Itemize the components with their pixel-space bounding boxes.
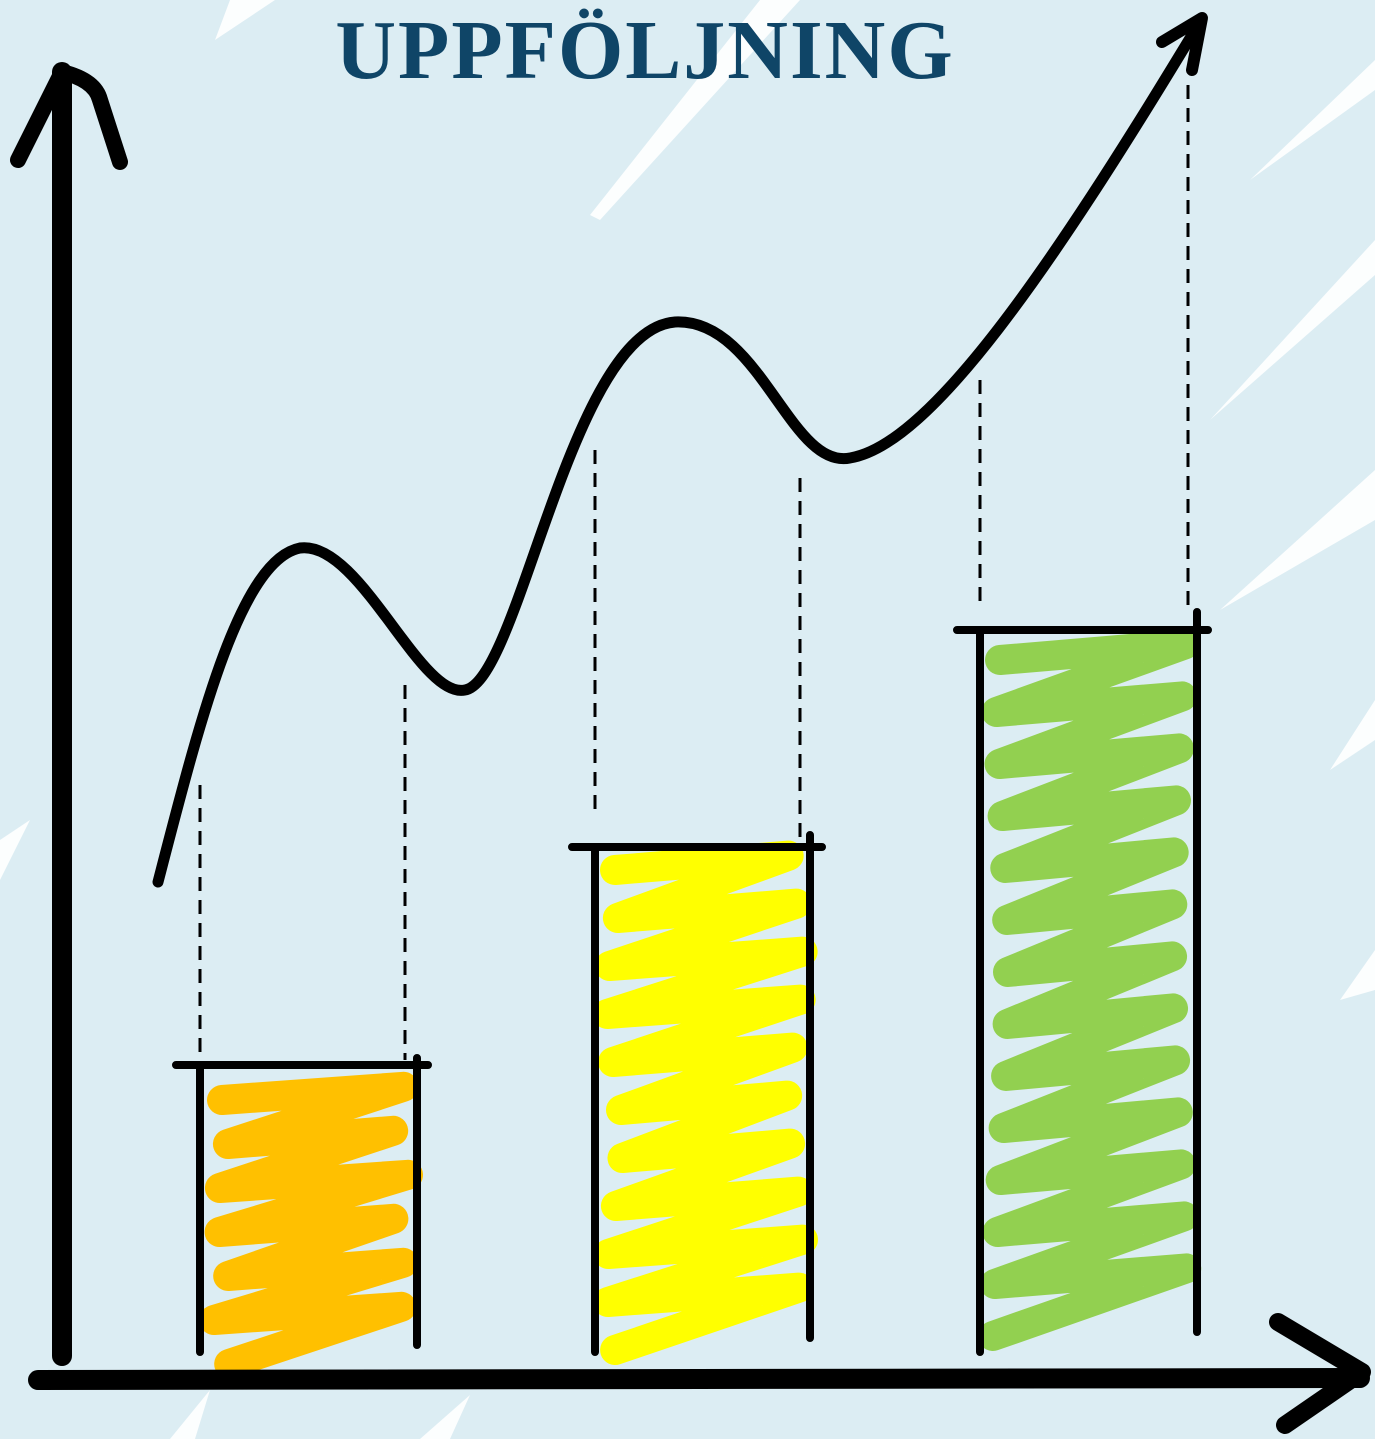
yellow-fill (592, 840, 818, 1365)
streak (215, 0, 275, 40)
trend-arrowhead (1156, 12, 1208, 76)
streak (1250, 60, 1375, 180)
glasses (172, 608, 1212, 1356)
glass-2 (568, 831, 826, 1356)
x-arrowhead (1269, 1313, 1371, 1434)
streak (170, 1390, 210, 1439)
y-arrowhead (10, 64, 128, 170)
orange-fill (199, 1071, 423, 1379)
streak (1330, 700, 1375, 770)
glass-3 (953, 608, 1212, 1356)
trend-line (152, 12, 1208, 888)
glass-1 (172, 1054, 432, 1356)
x-axis (28, 1368, 1370, 1390)
streak (420, 1395, 470, 1439)
green-fill (977, 629, 1202, 1351)
dashed-guides (198, 85, 1190, 1060)
streak (1220, 470, 1375, 610)
title: UPPFÖLJNING (335, 4, 954, 97)
trend-curve (152, 24, 1201, 888)
axes (10, 62, 1371, 1434)
streak (0, 820, 30, 880)
streak (1210, 240, 1375, 420)
streak (1340, 950, 1375, 1000)
streak (590, 0, 800, 220)
